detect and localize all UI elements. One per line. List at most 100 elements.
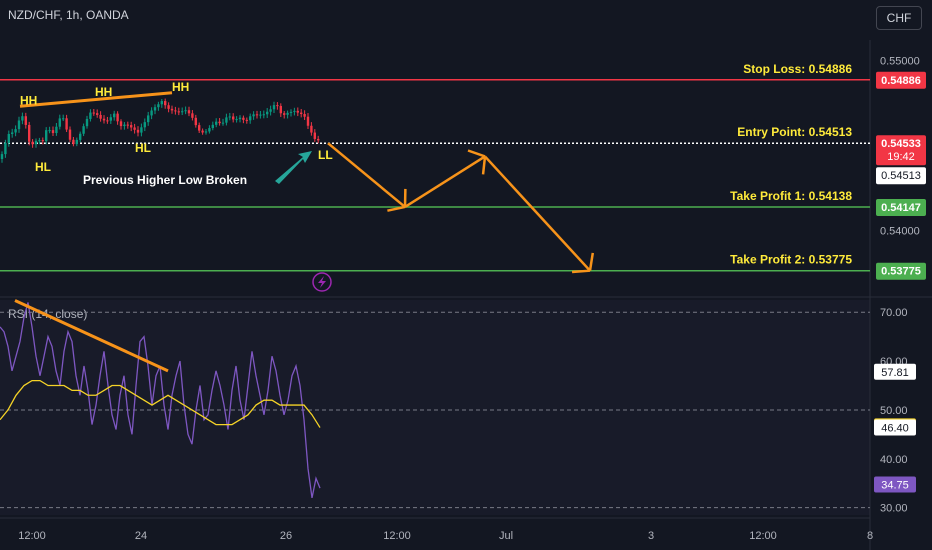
candle-body <box>204 131 208 133</box>
candle-body <box>130 125 133 128</box>
candle-body <box>75 139 78 145</box>
candle-body <box>235 119 238 121</box>
candle-body <box>184 110 187 112</box>
candle-body <box>102 118 106 121</box>
candle-body <box>242 117 245 120</box>
rsi-value-tag <box>874 476 916 493</box>
candle-body <box>126 124 129 126</box>
candle-body <box>174 110 177 112</box>
candle-body <box>109 117 112 121</box>
annotation-text: Previous Higher Low Broken <box>83 173 247 187</box>
lightning-bolt-icon <box>318 276 326 288</box>
candle-body <box>153 107 157 111</box>
candle-body <box>252 114 255 117</box>
candle-body <box>262 114 265 116</box>
price-tag-take_profit_2 <box>876 262 926 280</box>
candle-body <box>177 111 180 113</box>
candle-body <box>276 105 279 107</box>
candle-body <box>99 114 102 119</box>
candle-body <box>116 113 119 122</box>
candle-body <box>218 121 221 124</box>
candle-body <box>106 120 109 122</box>
candle-body <box>82 126 85 134</box>
candle-body <box>272 105 276 110</box>
time-tick-label: 12:00 <box>383 530 411 542</box>
level-label-stop_loss: Stop Loss: 0.54886 <box>743 62 852 76</box>
candle-body <box>310 125 313 133</box>
candle-body <box>208 128 211 132</box>
candle-body <box>249 116 252 121</box>
candle-body <box>167 105 170 109</box>
countdown-label: 19:42 <box>887 151 915 163</box>
candle-body <box>38 140 41 142</box>
candle-body <box>187 110 191 114</box>
projection-arrowhead <box>571 269 591 274</box>
candle-body <box>306 116 310 126</box>
candle-body <box>201 130 204 133</box>
candle-body <box>269 109 272 112</box>
candle-body <box>113 113 116 118</box>
price-tag-value: 0.54886 <box>881 75 921 87</box>
candle-body <box>4 142 7 155</box>
level-label-take_profit_2: Take Profit 2: 0.53775 <box>730 253 852 267</box>
rsi-value-tag <box>874 363 916 380</box>
candle-body <box>65 118 68 130</box>
candle-body <box>279 105 282 114</box>
candle-body <box>68 129 72 140</box>
projection-arrowhead <box>481 156 487 175</box>
candle-body <box>123 124 126 127</box>
projection-arrow-segment <box>327 142 406 208</box>
candle-body <box>140 127 143 133</box>
rsi-value-tag-label: 34.75 <box>881 479 909 491</box>
teal-arrow-icon <box>275 151 312 184</box>
level-label-take_profit_1: Take Profit 1: 0.54138 <box>730 189 852 203</box>
candle-body <box>191 113 194 118</box>
rsi-tick-label: 70.00 <box>880 307 908 319</box>
candle-body <box>62 118 65 120</box>
candle-body <box>221 122 225 124</box>
candle-body <box>303 113 306 117</box>
candle-body <box>317 138 320 141</box>
projection-arrowhead <box>387 205 406 212</box>
candle-body <box>255 114 259 116</box>
candle-body <box>150 110 153 116</box>
candle-body <box>215 121 218 125</box>
price-tag-secondary <box>876 167 926 185</box>
price-tag-value: 0.53775 <box>881 266 921 278</box>
candle-body <box>55 126 58 134</box>
candle-body <box>296 110 299 113</box>
candle-body <box>133 127 136 130</box>
candle-body <box>17 120 21 130</box>
candle-body <box>225 117 228 123</box>
swing-label: HH <box>95 85 112 99</box>
rsi-tick-label: 30.00 <box>880 503 908 515</box>
rsi-ma-line <box>0 379 321 428</box>
swing-label: HH <box>20 94 37 108</box>
currency-button[interactable]: CHF <box>876 6 922 30</box>
price-tick-label: 0.55000 <box>880 55 920 67</box>
candle-body <box>24 116 27 125</box>
candle-body <box>21 116 24 121</box>
candle-body <box>198 125 201 131</box>
symbol-title: NZD/CHF, 1h, OANDA <box>8 8 129 22</box>
projection-arrowhead <box>467 149 486 158</box>
candle-body <box>170 108 174 111</box>
time-tick-label: 3 <box>648 530 654 542</box>
price-tag-take_profit_1 <box>876 198 926 216</box>
candle-body <box>58 118 61 127</box>
candle-body <box>259 114 262 116</box>
candle-body <box>72 139 75 145</box>
candle-body <box>160 101 163 105</box>
time-tick-label: 26 <box>280 530 292 542</box>
rsi-tick-label: 50.00 <box>880 405 908 417</box>
candle-body <box>92 112 95 114</box>
candle-body <box>194 117 197 126</box>
price-tick-label: 0.54000 <box>880 225 920 237</box>
rsi-divergence-line <box>14 299 169 373</box>
projection-arrowhead <box>588 252 595 271</box>
candle-body <box>0 154 4 159</box>
candle-body <box>300 112 303 114</box>
time-tick-label: Jul <box>499 530 513 542</box>
candle-body <box>286 112 289 115</box>
